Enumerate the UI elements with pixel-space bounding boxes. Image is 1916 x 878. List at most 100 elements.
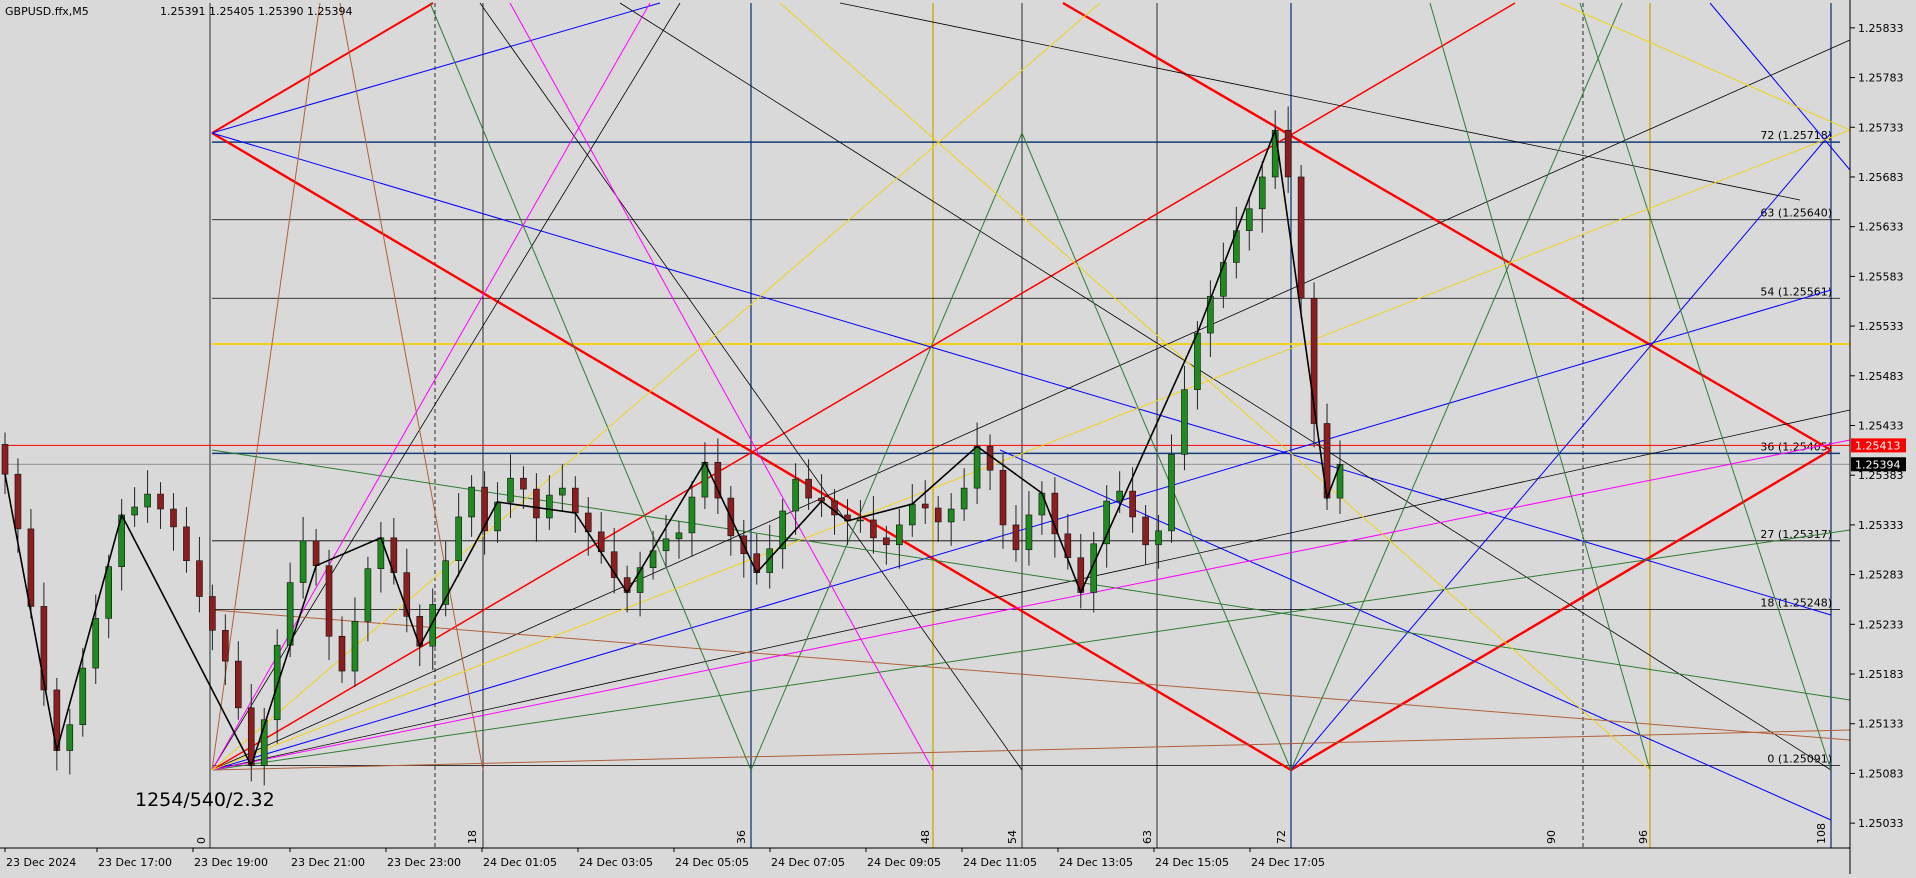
candle-body-99 — [1284, 129, 1292, 178]
y-tick-label-13: 1.25183 — [1858, 668, 1904, 681]
candle-body-103 — [1336, 463, 1344, 499]
fan-line-27 — [1579, 2, 1832, 771]
y-tick-label-3: 1.25683 — [1858, 171, 1904, 184]
y-axis-tags: 1.25413 1.25394 — [1851, 438, 1906, 472]
y-tick-label-15: 1.25083 — [1858, 767, 1904, 780]
candle-body-73 — [947, 508, 955, 523]
candle-body-87 — [1129, 490, 1136, 518]
ohlc-label: 1.25391 1.25405 1.25390 1.25394 — [160, 5, 352, 18]
candle-body-28 — [364, 568, 372, 622]
fan-line-23 — [429, 2, 752, 771]
candle-body-79 — [1025, 514, 1033, 551]
fan-line-2 — [1290, 448, 1832, 772]
candle-body-86 — [1116, 490, 1123, 502]
candle-body-6 — [79, 667, 87, 726]
fan-line-4 — [211, 2, 1516, 771]
candle-body-51 — [662, 538, 670, 552]
fan-line-12 — [211, 409, 1851, 771]
candle-body-8 — [105, 566, 112, 619]
gann-number-7: 90 — [1545, 830, 1558, 844]
fan-line-9 — [1709, 2, 1851, 171]
candle-body-26 — [338, 635, 346, 672]
level-label-2: 54 (1.25561) — [1760, 285, 1832, 298]
candle-body-44 — [571, 487, 579, 514]
candle-body-2 — [27, 528, 35, 607]
candle-body-5 — [66, 724, 74, 751]
fan-line-24 — [750, 132, 1023, 771]
level-label-3: 36 (1.25405) — [1760, 440, 1832, 453]
fan-line-11 — [211, 39, 1851, 771]
x-tick-label-5: 24 Dec 01:05 — [483, 856, 557, 869]
candle-body-90 — [1168, 454, 1175, 532]
candle-body-92 — [1194, 332, 1201, 391]
candle-body-1 — [14, 473, 22, 530]
gann-number-4: 54 — [1006, 830, 1019, 844]
candle-body-50 — [649, 550, 657, 568]
candle-body-76 — [986, 446, 994, 471]
x-tick-label-13: 24 Dec 17:05 — [1251, 856, 1325, 869]
candle-body-66 — [857, 519, 864, 522]
x-tick-label-1: 23 Dec 17:00 — [98, 856, 172, 869]
y-tick-label-1: 1.25783 — [1858, 72, 1904, 85]
candle-body-94 — [1220, 262, 1227, 297]
x-tick-label-6: 24 Dec 03:05 — [579, 856, 653, 869]
candle-body-81 — [1051, 492, 1059, 535]
fan-line-3 — [1062, 1, 1832, 452]
x-tick-label-3: 23 Dec 21:00 — [291, 856, 365, 869]
candle-body-77 — [999, 469, 1007, 526]
candle-body-14 — [183, 526, 190, 562]
candle-body-0 — [1, 444, 9, 475]
candle-body-21 — [273, 644, 281, 721]
gann-number-5: 63 — [1141, 830, 1154, 844]
candle-body-84 — [1090, 543, 1098, 593]
candle-body-68 — [883, 537, 890, 546]
x-tick-label-2: 23 Dec 19:00 — [194, 856, 268, 869]
candle-body-91 — [1181, 389, 1188, 455]
candle-body-39 — [507, 477, 514, 503]
gann-number-1: 18 — [466, 830, 479, 844]
candle-body-20 — [260, 719, 268, 766]
fan-line-20 — [211, 2, 321, 771]
candle-body-34 — [442, 560, 449, 605]
x-tick-label-4: 23 Dec 23:00 — [387, 856, 461, 869]
y-tick-label-14: 1.25133 — [1858, 718, 1904, 731]
gann-number-9: 108 — [1815, 823, 1828, 844]
zigzag-line — [4, 127, 1341, 768]
x-tick-label-10: 24 Dec 11:05 — [963, 856, 1037, 869]
level-label-6: 0 (1.25091) — [1767, 752, 1832, 765]
candle-body-41 — [533, 488, 540, 519]
x-tick-label-0: 23 Dec 2024 — [6, 856, 76, 869]
candle-body-33 — [429, 604, 437, 647]
candle-body-27 — [351, 621, 359, 672]
candle-body-42 — [546, 494, 553, 519]
candle-body-89 — [1155, 530, 1162, 546]
fan-line-34 — [779, 2, 1651, 771]
y-tick-label-8: 1.25433 — [1858, 420, 1904, 433]
gann-number-2: 36 — [735, 830, 748, 844]
candle-body-85 — [1103, 500, 1110, 545]
fan-line-29 — [211, 439, 1851, 771]
gann-number-0: 0 — [195, 837, 208, 844]
candle-body-31 — [403, 572, 411, 617]
fan-line-15 — [839, 2, 1801, 201]
candle-body-22 — [286, 582, 294, 646]
price-tag-label-0: 1.25413 — [1855, 439, 1901, 452]
symbol-label: GBPUSD.ffx,M5 — [5, 5, 89, 18]
y-tick-label-4: 1.25633 — [1858, 221, 1904, 234]
fan-line-25 — [1021, 132, 1292, 771]
fan-line-17 — [211, 729, 1851, 771]
x-tick-label-12: 24 Dec 15:05 — [1155, 856, 1229, 869]
zigzag-indicator — [4, 127, 1341, 768]
fan-line-10 — [999, 449, 1832, 821]
candle-body-55 — [714, 461, 722, 499]
fan-line-16 — [479, 2, 1023, 771]
fan-line-18 — [211, 609, 1851, 741]
candle-body-7 — [92, 618, 100, 669]
x-tick-label-7: 24 Dec 05:05 — [675, 856, 749, 869]
y-tick-label-2: 1.25733 — [1858, 121, 1904, 134]
fan-line-35 — [1559, 2, 1851, 131]
candle-body-72 — [934, 507, 942, 523]
